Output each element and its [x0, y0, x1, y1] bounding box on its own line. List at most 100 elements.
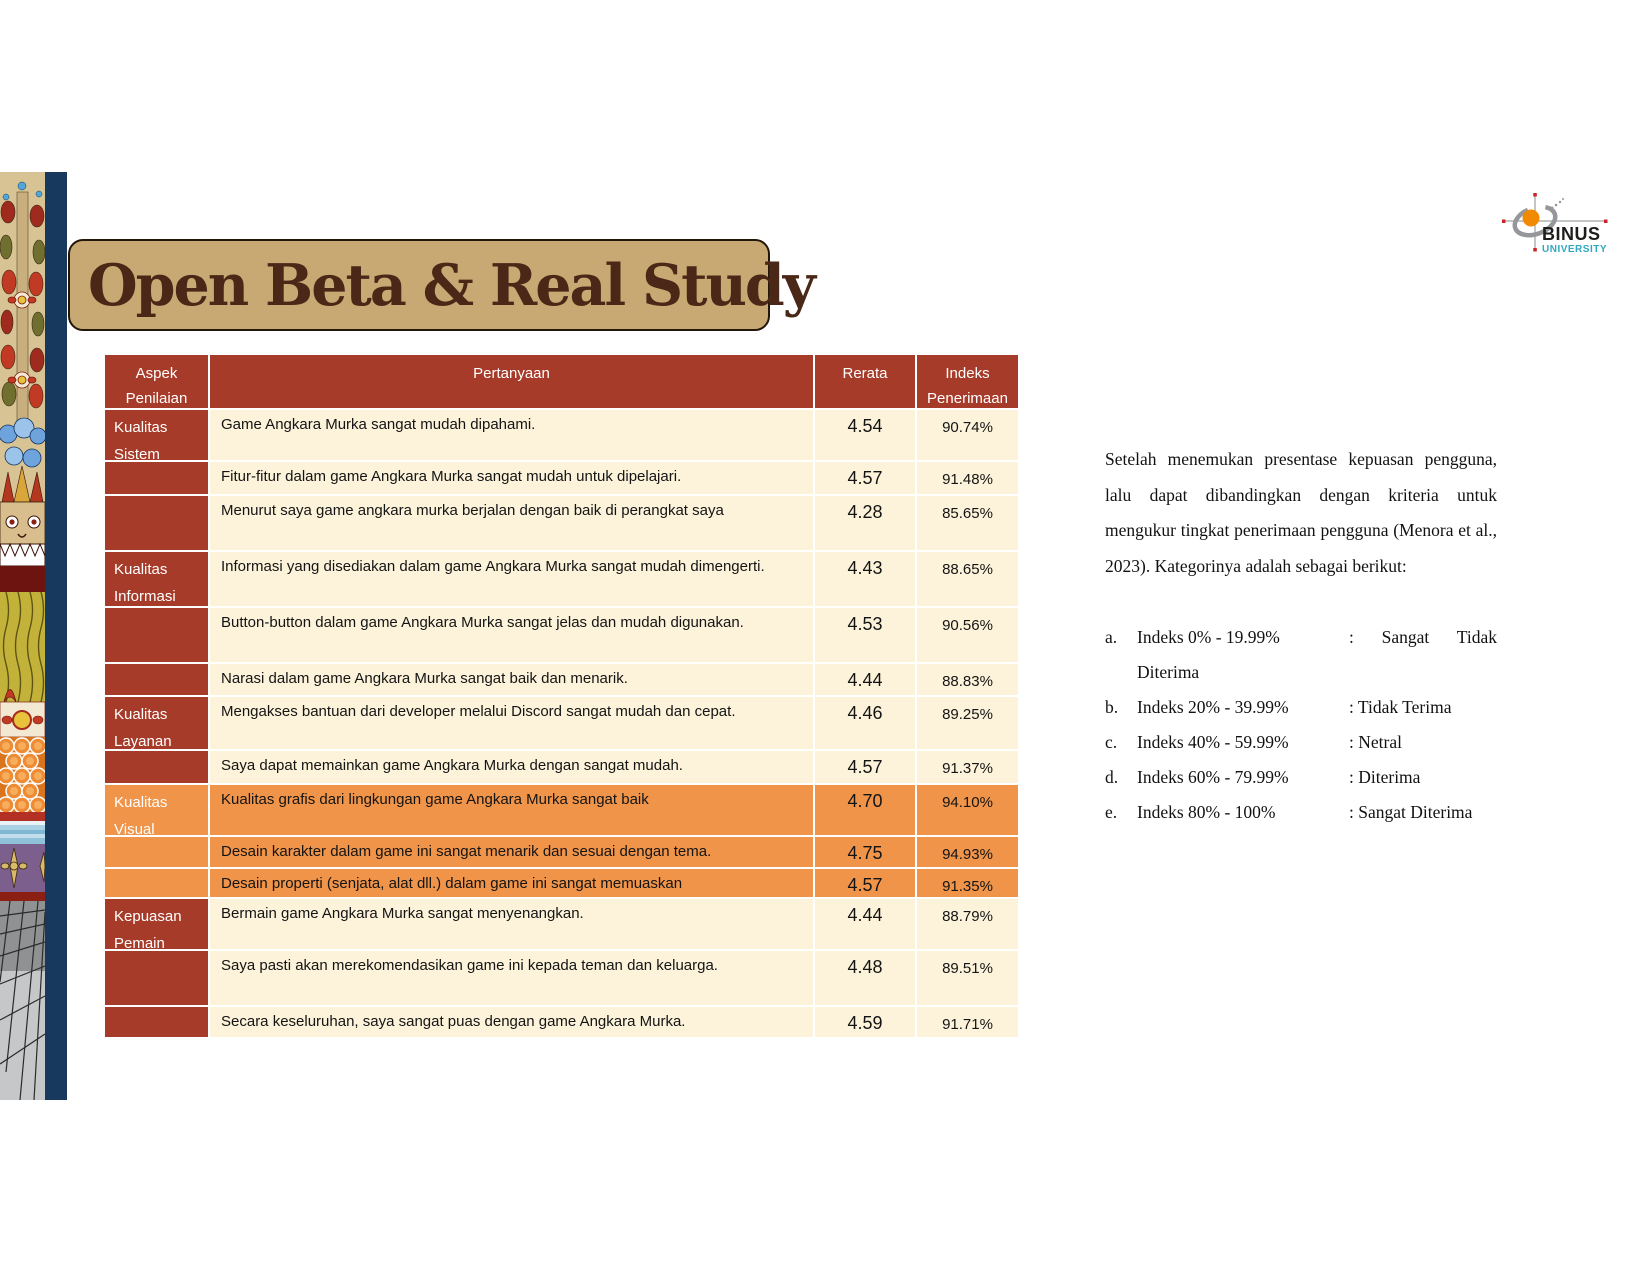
pertanyaan-cell: Desain properti (senjata, alat dll.) dal… [210, 869, 813, 897]
criteria-range: Indeks 20% - 39.99% [1137, 697, 1289, 717]
pertanyaan-cell: Button-button dalam game Angkara Murka s… [210, 608, 813, 662]
pertanyaan-cell: Mengakses bantuan dari developer melalui… [210, 697, 813, 749]
rerata-cell: 4.70 [815, 785, 915, 835]
indeks-cell: 91.71% [917, 1007, 1018, 1037]
indeks-cell: 90.74% [917, 410, 1018, 460]
pertanyaan-cell: Desain karakter dalam game ini sangat me… [210, 837, 813, 867]
rerata-cell: 4.46 [815, 697, 915, 749]
table-row: Secara keseluruhan, saya sangat puas den… [105, 1007, 1018, 1037]
indeks-cell: 88.83% [917, 664, 1018, 695]
criteria-range: Indeks 80% - 100% [1137, 802, 1276, 822]
aspek-cell [105, 462, 208, 494]
criteria-letter: d. [1105, 767, 1119, 787]
rerata-cell: 4.44 [815, 664, 915, 695]
aspek-cell [105, 1007, 208, 1037]
survey-table: Aspek Penilaian Pertanyaan Rerata Indeks… [105, 355, 1018, 1039]
binus-logo: BINUS UNIVERSITY [1500, 188, 1616, 266]
criteria-range: Indeks 40% - 59.99% [1137, 732, 1289, 752]
criteria-letter: c. [1105, 732, 1118, 752]
logo-name: BINUS [1542, 224, 1601, 244]
criteria-item: c. Indeks 40% - 59.99% : Netral [1105, 725, 1497, 760]
rerata-cell: 4.53 [815, 608, 915, 662]
aspek-cell [105, 837, 208, 867]
aspek-cell: Kualitas Layanan [105, 697, 208, 749]
table-row: Saya pasti akan merekomendasikan game in… [105, 951, 1018, 1005]
criteria-meaning: : Sangat Tidak Diterima [1137, 627, 1497, 682]
aspek-cell [105, 496, 208, 550]
table-row: Kualitas Sistem Game Angkara Murka sanga… [105, 410, 1018, 460]
criteria-meaning: : Diterima [1349, 767, 1421, 787]
indeks-cell: 90.56% [917, 608, 1018, 662]
criteria-letter: a. [1105, 627, 1118, 647]
table-row: Kualitas Layanan Mengakses bantuan dari … [105, 697, 1018, 749]
criteria-item: d. Indeks 60% - 79.99% : Diterima [1105, 760, 1497, 795]
indeks-cell: 94.10% [917, 785, 1018, 835]
criteria-item: e. Indeks 80% - 100% : Sangat Diterima [1105, 795, 1497, 830]
rerata-cell: 4.44 [815, 899, 915, 949]
page-title: Open Beta & Real Study [88, 251, 816, 319]
rerata-cell: 4.43 [815, 552, 915, 606]
criteria-meaning: : Tidak Terima [1349, 697, 1452, 717]
pertanyaan-cell: Kualitas grafis dari lingkungan game Ang… [210, 785, 813, 835]
criteria-range: Indeks 0% - 19.99% [1137, 627, 1280, 647]
indeks-cell: 91.37% [917, 751, 1018, 783]
criteria-meaning: : Sangat Diterima [1349, 802, 1473, 822]
indeks-cell: 91.35% [917, 869, 1018, 897]
header-pertanyaan: Pertanyaan [210, 355, 813, 408]
pertanyaan-cell: Menurut saya game angkara murka berjalan… [210, 496, 813, 550]
table-body: Kualitas Sistem Game Angkara Murka sanga… [105, 410, 1018, 1037]
pertanyaan-cell: Saya dapat memainkan game Angkara Murka … [210, 751, 813, 783]
binus-globe-icon [1502, 193, 1608, 252]
table-row: Saya dapat memainkan game Angkara Murka … [105, 751, 1018, 783]
table-row: Button-button dalam game Angkara Murka s… [105, 608, 1018, 662]
pertanyaan-cell: Bermain game Angkara Murka sangat menyen… [210, 899, 813, 949]
aspek-cell [105, 664, 208, 695]
pertanyaan-cell: Secara keseluruhan, saya sangat puas den… [210, 1007, 813, 1037]
aspek-cell [105, 951, 208, 1005]
rerata-cell: 4.57 [815, 751, 915, 783]
aspek-cell [105, 751, 208, 783]
table-header: Aspek Penilaian Pertanyaan Rerata Indeks… [105, 355, 1018, 408]
indeks-cell: 91.48% [917, 462, 1018, 494]
table-row-highlighted: Kualitas Visual Kualitas grafis dari lin… [105, 785, 1018, 835]
pertanyaan-cell: Narasi dalam game Angkara Murka sangat b… [210, 664, 813, 695]
aspek-cell: Kualitas Informasi [105, 552, 208, 606]
aspek-cell: Kualitas Visual [105, 785, 208, 835]
header-aspek: Aspek Penilaian [105, 355, 208, 408]
indeks-cell: 85.65% [917, 496, 1018, 550]
rerata-cell: 4.54 [815, 410, 915, 460]
indeks-cell: 89.51% [917, 951, 1018, 1005]
table-row: Menurut saya game angkara murka berjalan… [105, 496, 1018, 550]
indeks-cell: 89.25% [917, 697, 1018, 749]
aspek-cell [105, 608, 208, 662]
indeks-cell: 94.93% [917, 837, 1018, 867]
criteria-range: Indeks 60% - 79.99% [1137, 767, 1289, 787]
side-text-block: Setelah menemukan presentase kepuasan pe… [1105, 442, 1497, 830]
logo-subtitle: UNIVERSITY [1542, 244, 1608, 255]
criteria-item: a. Indeks 0% - 19.99%: Sangat Tidak Diter… [1105, 620, 1497, 690]
aspek-cell [105, 869, 208, 897]
criteria-item: b. Indeks 20% - 39.99% : Tidak Terima [1105, 690, 1497, 725]
pertanyaan-cell: Fitur-fitur dalam game Angkara Murka san… [210, 462, 813, 494]
explanation-paragraph: Setelah menemukan presentase kepuasan pe… [1105, 449, 1497, 576]
table-row: Narasi dalam game Angkara Murka sangat b… [105, 664, 1018, 695]
rerata-cell: 4.75 [815, 837, 915, 867]
table-row: Kepuasan Pemain Bermain game Angkara Mur… [105, 899, 1018, 949]
table-row: Fitur-fitur dalam game Angkara Murka san… [105, 462, 1018, 494]
header-rerata: Rerata [815, 355, 915, 408]
criteria-letter: b. [1105, 697, 1119, 717]
aspek-cell: Kualitas Sistem [105, 410, 208, 460]
criteria-letter: e. [1105, 802, 1118, 822]
rerata-cell: 4.28 [815, 496, 915, 550]
aspek-cell: Kepuasan Pemain [105, 899, 208, 949]
rerata-cell: 4.59 [815, 1007, 915, 1037]
balinese-artwork [0, 172, 45, 1100]
table-row-highlighted: Desain properti (senjata, alat dll.) dal… [105, 869, 1018, 897]
rerata-cell: 4.57 [815, 869, 915, 897]
title-banner: Open Beta & Real Study [68, 239, 816, 331]
criteria-list: a. Indeks 0% - 19.99%: Sangat Tidak Diter… [1105, 620, 1497, 830]
criteria-meaning: : Netral [1349, 732, 1402, 752]
indeks-cell: 88.65% [917, 552, 1018, 606]
pertanyaan-cell: Informasi yang disediakan dalam game Ang… [210, 552, 813, 606]
